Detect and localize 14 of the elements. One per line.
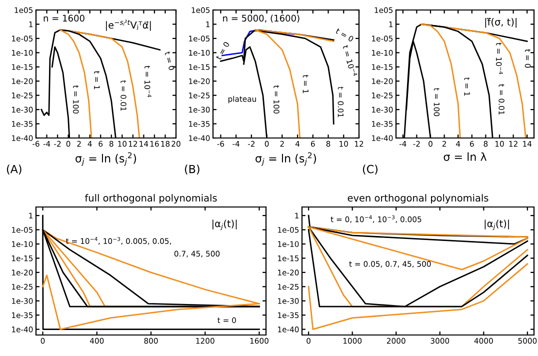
text: (B) [184, 164, 200, 175]
annotation: |f̃(σ, t)| [485, 18, 517, 28]
text: (C) [362, 164, 378, 175]
x-axis-title: σ$_{j}$ = ln (s$_{j}$$^{2}$) [256, 152, 316, 166]
annotation: n = 5000, (1600) [223, 14, 300, 23]
x-axis-title: σ$_{j}$ = ln (s$_{j}$$^{2}$) [76, 152, 136, 166]
chart-title: even orthogonal polynomials [348, 194, 488, 204]
text: (A) [6, 164, 22, 175]
annotation: |e$^{−sⱼ²t}$Vⱼᵀα⃗| [106, 20, 151, 31]
x-axis-title: σ = ln λ [444, 152, 486, 161]
annotation: n = 1600 [44, 14, 84, 22]
annotation: |α$_{j}$(t)| [484, 220, 509, 230]
annotation: |α$_{j}$(t)| [212, 220, 237, 230]
chart-title: full orthogonal polynomials [84, 194, 217, 204]
